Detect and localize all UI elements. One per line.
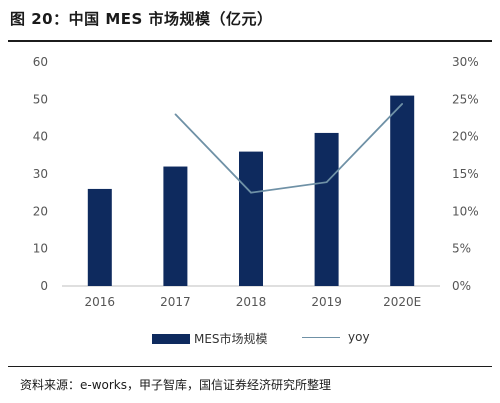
y-left-tick-label: 20 (33, 204, 48, 218)
x-tick-label: 2020E (383, 295, 421, 309)
yoy-line (174, 103, 403, 194)
title-bar: 图 20：中国 MES 市场规模（亿元） (0, 0, 500, 40)
y-right-tick-label: 20% (452, 130, 479, 144)
y-right-tick-label: 5% (452, 242, 471, 256)
source-note: 资料来源：e-works，甲子智库，国信证券经济研究所整理 (20, 378, 332, 392)
legend-label-bar: MES市场规模 (194, 332, 268, 346)
chart-title: 图 20：中国 MES 市场规模（亿元） (10, 10, 273, 28)
y-left-tick-label: 50 (33, 92, 48, 106)
yoy-point (325, 181, 328, 184)
bar-2018 (239, 151, 263, 286)
yoy-point (174, 113, 177, 116)
y-right-tick-label: 0% (452, 279, 471, 293)
y-right-tick-label: 10% (452, 204, 479, 218)
legend-item-bar: MES市场规模 (152, 330, 268, 347)
y-left-tick-label: 40 (33, 130, 48, 144)
bar-2019 (314, 132, 339, 286)
legend-swatch-bar (152, 333, 190, 344)
title-divider (8, 40, 492, 42)
legend: MES市场规模 yoy (0, 330, 500, 350)
bar-2017 (163, 166, 188, 286)
y-right-tick-label: 15% (452, 167, 479, 181)
y-left-tick-label: 10 (33, 242, 48, 256)
y-right-tick-label: 25% (452, 92, 479, 106)
x-tick-label: 2017 (160, 295, 191, 309)
y-left-tick-label: 60 (33, 55, 48, 69)
y-right-tick-label: 30% (452, 55, 479, 69)
legend-swatch-line (302, 336, 340, 338)
legend-item-line: yoy (302, 330, 370, 344)
y-left-tick-label: 0 (40, 279, 48, 293)
x-tick-label: 2016 (85, 295, 116, 309)
footer-divider (8, 366, 492, 367)
x-tick-label: 2018 (236, 295, 267, 309)
y-left-tick-label: 30 (33, 167, 48, 181)
x-tick-label: 2019 (311, 295, 342, 309)
yoy-point (250, 191, 252, 194)
legend-label-line: yoy (348, 330, 370, 344)
bar-2016 (87, 188, 112, 286)
yoy-point (401, 103, 404, 105)
chart-plot: 0 10 20 30 40 50 60 0% 5% 10% 15% 20% 25% 30% 2016 2017… (33, 55, 479, 309)
bar-2020E (390, 95, 415, 286)
